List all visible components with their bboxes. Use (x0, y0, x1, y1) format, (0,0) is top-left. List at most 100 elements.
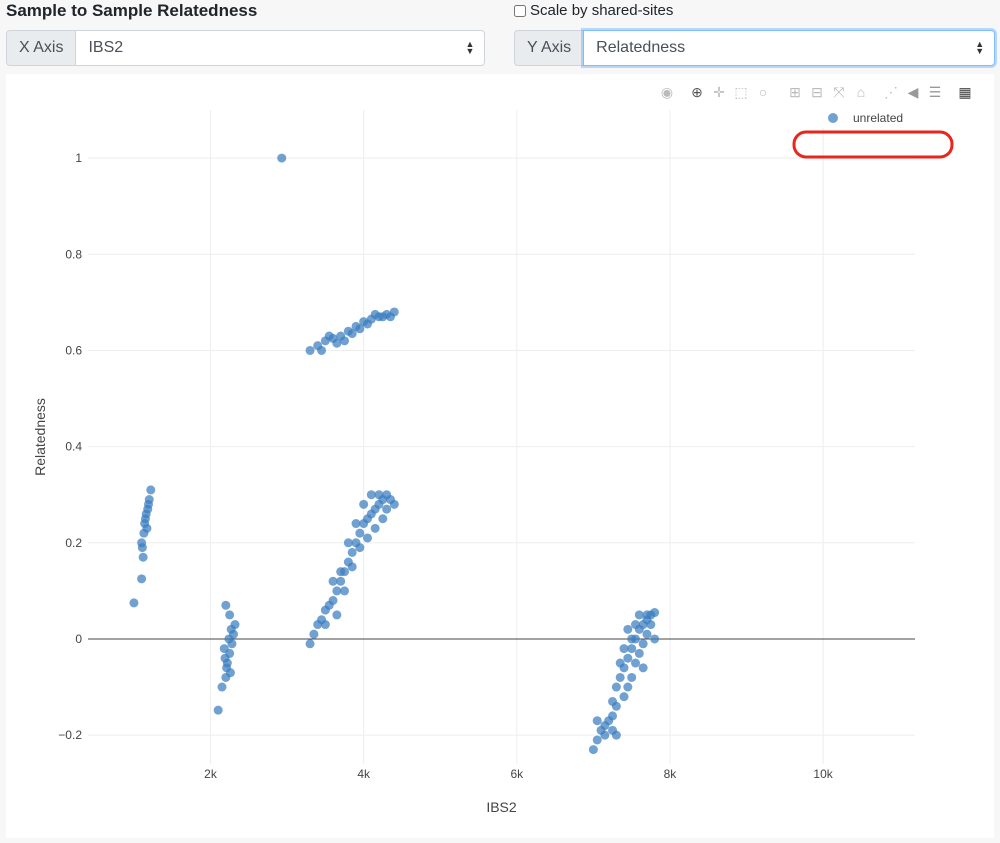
scatter-point (328, 576, 338, 586)
legend-label: unrelated (853, 111, 903, 125)
scatter-point (642, 610, 652, 620)
scatter-point (615, 658, 625, 668)
scatter-point (324, 331, 334, 341)
scatter-point (309, 629, 319, 639)
scatter-point (623, 624, 633, 634)
scale-checkbox[interactable] (514, 5, 526, 17)
scatter-point (340, 336, 350, 346)
legend-box (814, 106, 914, 128)
box-select-icon[interactable]: ⬚ (734, 83, 748, 100)
home-icon[interactable]: ⌂ (856, 84, 866, 100)
scatter-point (627, 672, 637, 682)
scatter-point (141, 509, 151, 519)
scatter-point (631, 620, 641, 630)
scatter-point (646, 620, 656, 630)
scatter-point (623, 682, 633, 692)
scatter-point (146, 485, 156, 495)
scatter-point (217, 682, 227, 692)
scatter-point (225, 668, 235, 678)
modebar: ◉ ⊕ ✛ ⬚ ○ ⊞ ⊟ ⤧ ⌂ ⋰ ◀ ☰ ▦ (656, 82, 976, 102)
scatter-point (623, 653, 633, 663)
lasso-icon[interactable]: ○ (758, 84, 768, 100)
hover-compare-icon[interactable]: ☰ (928, 83, 942, 100)
y-tick-label: −0.2 (58, 728, 82, 742)
autoscale-icon[interactable]: ⤧ (833, 83, 845, 100)
scatter-point (650, 634, 660, 644)
y-tick-label: 0.6 (65, 343, 82, 357)
scatter-point (137, 574, 147, 584)
x-tick-label: 8k (664, 767, 678, 781)
x-axis-label: X Axis (6, 30, 76, 66)
scatter-point (370, 309, 380, 319)
scatter-point (219, 644, 229, 654)
zoom-out-icon[interactable]: ⊟ (811, 83, 823, 100)
y-axis-label: Y Axis (514, 30, 584, 66)
scatter-point (608, 725, 618, 735)
y-axis-select-value: Relatedness (596, 39, 686, 56)
legend-marker (828, 113, 838, 123)
scatter-point (332, 586, 342, 596)
scatter-point (347, 562, 357, 572)
x-axis-select[interactable]: IBS2 ▲ ▼ (75, 30, 486, 66)
page-title: Sample to Sample Relatedness (6, 1, 258, 20)
scatter-point (332, 338, 342, 348)
hover-closest-icon[interactable]: ◀ (907, 83, 919, 100)
scatter-point (370, 523, 380, 533)
y-tick-label: 1 (75, 151, 82, 165)
scatter-point (619, 692, 629, 702)
x-tick-label: 10k (813, 767, 833, 781)
scatter-point (634, 648, 644, 658)
scatter-point (627, 634, 637, 644)
scatter-point (340, 586, 350, 596)
scatter-point (378, 514, 388, 524)
scatter-point (650, 608, 660, 618)
scatter-point (608, 696, 618, 706)
select-arrows-icon: ▲ ▼ (465, 39, 475, 56)
scatter-point (592, 735, 602, 745)
scatter-point (220, 653, 230, 663)
y-tick-label: 0.8 (65, 247, 82, 261)
scatter-point (588, 745, 598, 755)
scatter-point (328, 596, 338, 605)
camera-icon[interactable]: ◉ (660, 83, 674, 100)
scatter-point (332, 610, 342, 620)
scatter-point (224, 634, 234, 644)
scatter-point (359, 499, 369, 509)
x-axis-select-value: IBS2 (88, 39, 124, 56)
scatter-point (378, 312, 388, 322)
x-tick-label: 6k (510, 767, 524, 781)
scatter-point (213, 705, 223, 715)
select-arrows-icon: ▲ ▼ (975, 39, 985, 56)
scatter-point (627, 644, 637, 654)
spike-lines-icon[interactable]: ⋰ (884, 83, 898, 100)
scatter-point (389, 499, 399, 509)
scatter-point (221, 600, 231, 610)
scatter-point (226, 624, 236, 634)
x-tick-label: 2k (204, 767, 218, 781)
scatter-point (631, 658, 641, 668)
scatter-point (320, 620, 330, 630)
scatter-point (277, 153, 287, 163)
legend: unrelated (814, 106, 914, 128)
scatter-point (347, 547, 357, 557)
zoom-icon[interactable]: ⊕ (691, 83, 703, 100)
scatter-point (374, 490, 384, 500)
scatter-point (343, 538, 353, 548)
chart-svg[interactable]: 2k 4k 6k 8k 10k −0.2 0 0.2 0.4 0.6 0.8 1 IBS2 Related… (6, 74, 994, 838)
scatter-point (347, 329, 357, 339)
zoom-in-icon[interactable]: ⊞ (789, 83, 801, 100)
pan-icon[interactable]: ✛ (713, 83, 725, 100)
scatter-point (592, 716, 602, 726)
plotly-logo-icon[interactable]: ▦ (958, 83, 972, 100)
scatter-point (138, 552, 148, 562)
scatter-point (608, 711, 618, 721)
scatter-point (143, 499, 153, 509)
y-axis-select[interactable]: Relatedness ▲ ▼ (583, 30, 996, 66)
scatter-point (305, 345, 315, 355)
scatter-point (355, 324, 365, 334)
y-tick-label: 0 (75, 632, 82, 646)
scatter-point (225, 610, 235, 620)
scatter-plot[interactable]: 2k 4k 6k 8k 10k −0.2 0 0.2 0.4 0.6 0.8 1 IBS2 Related… (6, 74, 994, 838)
y-tick-label: 0.2 (65, 536, 82, 550)
scale-by-shared-sites-toggle[interactable]: Scale by shared-sites (512, 2, 673, 20)
